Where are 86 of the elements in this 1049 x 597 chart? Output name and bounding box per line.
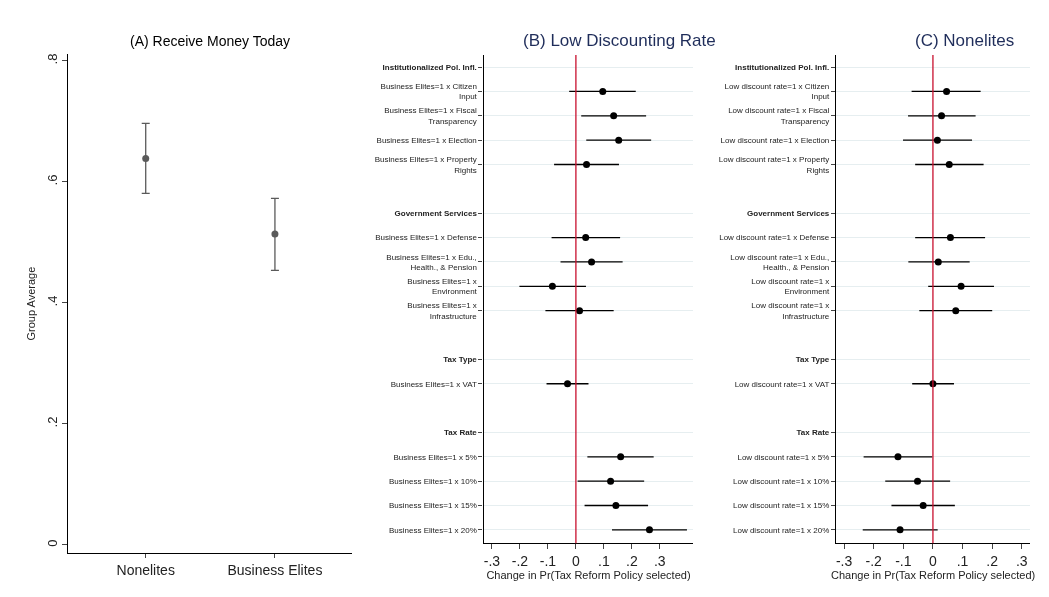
point: [957, 282, 965, 290]
x-tick-label: .1: [598, 553, 610, 570]
y-tick-label: Low discount rate=1 x Fiscal Transparency: [728, 106, 830, 126]
y-tick-label: Low discount rate=1 x Environment: [751, 276, 831, 297]
y-tick-label: Institutionalized Pol. Infl.: [735, 62, 830, 72]
y-tick-label: .8: [44, 53, 60, 65]
chart-title: (C) Nonelites: [915, 31, 1015, 50]
y-tick-label: Business Elites=1 x Fiscal Transparency: [384, 106, 478, 126]
point: [933, 136, 941, 144]
x-tick-label: .2: [986, 553, 999, 570]
point: [583, 161, 591, 169]
y-tick-label: Low discount rate=1 x VAT: [734, 379, 830, 389]
point: [952, 307, 960, 315]
y-tick-label: .6: [44, 174, 60, 186]
x-tick-label: .2: [626, 553, 638, 570]
x-tick-label: .1: [956, 553, 969, 570]
y-tick-label: Business Elites=1 x Election: [376, 135, 477, 145]
y-tick-label: Tax Type: [795, 355, 830, 365]
y-tick-label: .4: [44, 295, 60, 307]
y-tick-label: Business Elites=1 x 15%: [389, 501, 477, 511]
y-tick-label: Tax Rate: [444, 428, 478, 438]
y-tick-label: Low discount rate=1 x Citizen Input: [724, 82, 831, 102]
x-tick-label: 0: [929, 553, 938, 570]
y-tick-label: Low discount rate=1 x Infrastructure: [751, 301, 830, 321]
x-tick-label: Business Elites: [227, 561, 323, 578]
y-tick-label: Business Elites=1 x 10%: [389, 476, 477, 486]
y-tick-label: Low discount rate=1 x 15%: [733, 501, 830, 511]
point: [610, 112, 618, 120]
point: [599, 87, 607, 95]
y-tick-label: Low discount rate=1 x Defense: [719, 233, 830, 243]
y-tick-label: Business Elites=1 x VAT: [390, 379, 477, 389]
chart-title: (A) Receive Money Today: [130, 33, 291, 49]
x-tick-label: Nonelites: [116, 561, 175, 578]
point: [617, 453, 625, 461]
y-tick-label: Business Elites=1 x 20%: [389, 525, 477, 535]
y-tick-label: Business Elites=1 x Edu., Health., & Pension: [386, 252, 477, 272]
y-tick-label: Business Elites=1 x Defense: [375, 233, 478, 243]
point: [607, 477, 615, 485]
point: [934, 258, 942, 266]
x-tick-label: 0: [572, 553, 580, 570]
point: [548, 282, 556, 290]
point: [914, 477, 922, 485]
x-axis-title: Change in Pr(Tax Reform Policy selected): [486, 569, 691, 582]
x-tick-label: -.1: [539, 553, 557, 570]
y-axis-title: Group Average: [25, 266, 38, 341]
y-tick-label: Low discount rate=1 x 20%: [733, 525, 830, 535]
point: [588, 258, 596, 266]
y-tick-label: Tax Type: [443, 355, 478, 365]
point: [615, 136, 623, 144]
x-tick-label: .3: [653, 553, 666, 570]
point: [612, 502, 620, 510]
x-tick-label: -.3: [483, 553, 501, 570]
y-tick-label: Low discount rate=1 x 10%: [733, 476, 830, 486]
point: [945, 161, 953, 169]
point: [576, 307, 584, 315]
x-axis-title: Change in Pr(Tax Reform Policy selected): [830, 569, 1036, 582]
y-tick-label: Government Services: [747, 209, 830, 219]
y-tick-label: Business Elites=1 x Environment: [407, 276, 478, 297]
y-tick-label: Business Elites=1 x Infrastructure: [407, 301, 478, 321]
x-tick-label: -.2: [511, 553, 529, 570]
x-tick-label: -.2: [865, 553, 883, 570]
y-tick-label: Low discount rate=1 x Election: [720, 135, 830, 145]
y-tick-label: Business Elites=1 x 5%: [393, 452, 477, 462]
point: [645, 526, 653, 534]
point: [582, 234, 590, 242]
y-tick-label: 0: [44, 539, 60, 547]
y-tick-label: Low discount rate=1 x Property Rights: [718, 155, 830, 175]
x-tick-label: -.1: [895, 553, 912, 570]
y-tick-label: Business Elites=1 x Property Rights: [374, 155, 477, 175]
point: [938, 112, 946, 120]
y-tick-label: Institutionalized Pol. Infl.: [382, 62, 477, 72]
y-tick-label: Government Services: [394, 209, 478, 219]
y-tick-label: Business Elites=1 x Citizen Input: [380, 82, 478, 102]
point: [919, 502, 927, 510]
point: [946, 234, 954, 242]
point: [894, 453, 902, 461]
y-tick-label: Tax Rate: [796, 428, 830, 438]
y-tick-label: Low discount rate=1 x 5%: [737, 452, 830, 462]
y-tick-label: Low discount rate=1 x Edu., Health., & Pension: [730, 252, 830, 272]
x-tick-label: -.3: [835, 553, 853, 570]
y-tick-label: .2: [44, 416, 60, 428]
point: [896, 526, 904, 534]
point: [564, 380, 572, 388]
x-tick-label: .3: [1015, 553, 1028, 570]
chart-title: (B) Low Discounting Rate: [523, 31, 716, 50]
point: [943, 87, 951, 95]
